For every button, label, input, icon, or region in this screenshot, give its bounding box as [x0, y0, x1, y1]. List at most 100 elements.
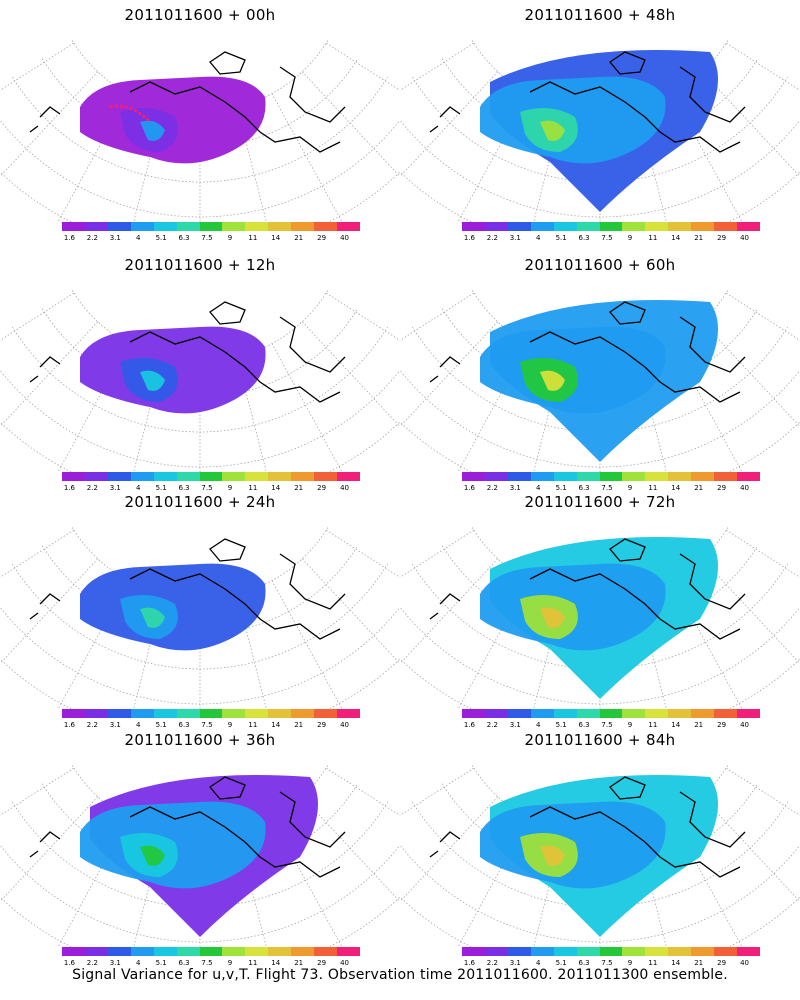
colorbar-swatch — [314, 472, 338, 481]
colorbar-swatch — [714, 472, 738, 481]
colorbar-tick-label: 29 — [717, 234, 727, 242]
colorbar-tick-label: 29 — [317, 721, 327, 729]
colorbar-tick-label: 21 — [694, 484, 704, 492]
colorbar-swatch — [245, 947, 269, 956]
colorbar-swatch — [337, 709, 360, 718]
colorbar-swatch — [62, 947, 85, 956]
colorbar-tick-label: 14 — [271, 234, 281, 242]
colorbar-tick-label: 11 — [248, 959, 258, 967]
colorbar-tick-label: 14 — [671, 959, 681, 967]
variance-field — [480, 300, 718, 462]
colorbar-swatch — [507, 709, 531, 718]
colorbar-swatch — [268, 472, 292, 481]
colorbar-swatch — [199, 472, 223, 481]
colorbar-swatch — [268, 709, 292, 718]
colorbar-tick-label: 21 — [694, 234, 704, 242]
colorbar-swatch — [176, 222, 200, 231]
colorbar-swatch — [530, 472, 554, 481]
colorbar-swatch — [645, 222, 669, 231]
colorbar-swatch — [153, 222, 177, 231]
colorbar — [62, 222, 360, 231]
colorbar-swatch — [245, 472, 269, 481]
colorbar-swatch — [714, 709, 738, 718]
colorbar-swatch — [530, 709, 554, 718]
colorbar-swatch — [130, 222, 154, 231]
colorbar-tick-label: 21 — [294, 959, 304, 967]
colorbar-swatch — [84, 947, 108, 956]
colorbar-swatch — [199, 947, 223, 956]
colorbar-swatch — [576, 709, 600, 718]
colorbar-tick-label: 3.1 — [109, 234, 121, 242]
colorbar-tick-label: 1.6 — [63, 959, 76, 967]
variance-field — [80, 76, 266, 164]
colorbar-swatch — [153, 472, 177, 481]
coastline — [29, 776, 346, 878]
map-panel-72h: 2011011600 + 72h 1.6 2.2 3.1 4 5.1 6.3 7.5 9 11 14… — [400, 487, 800, 737]
colorbar-swatch — [714, 947, 738, 956]
coastline — [29, 51, 346, 153]
colorbar-swatch — [462, 709, 485, 718]
colorbar-swatch — [645, 472, 669, 481]
colorbar-tick-label: 1.6 — [463, 234, 476, 242]
coastline — [29, 301, 346, 403]
colorbar-tick-label: 1.6 — [463, 721, 476, 729]
colorbar-labels: 1.6 2.2 3.1 4 5.1 6.3 7.5 9 11 14 21 29 40 — [454, 721, 766, 731]
panel-title: 2011011600 + 72h — [524, 493, 676, 511]
colorbar-tick-label: 2.2 — [86, 234, 98, 242]
colorbar-swatch — [62, 222, 85, 231]
colorbar — [62, 709, 360, 718]
colorbar-swatch — [130, 709, 154, 718]
colorbar-tick-label: 3.1 — [509, 484, 521, 492]
colorbar-swatch — [268, 222, 292, 231]
colorbar-tick-label: 3.1 — [509, 959, 521, 967]
colorbar-tick-label: 7.5 — [601, 959, 613, 967]
colorbar-swatch — [645, 709, 669, 718]
colorbar-swatch — [462, 472, 485, 481]
map-panel-00h: 2011011600 + 00h 1.6 2.2 3.1 4 5.1 6.3 7.5 9 11 14… — [0, 0, 400, 250]
colorbar-tick-label: 6.3 — [578, 959, 590, 967]
colorbar-labels: 1.6 2.2 3.1 4 5.1 6.3 7.5 9 11 14 21 29 40 — [454, 959, 766, 969]
colorbar-tick-label: 2.2 — [86, 484, 98, 492]
colorbar-tick-label: 3.1 — [509, 721, 521, 729]
colorbar-tick-label: 29 — [317, 484, 327, 492]
colorbar-swatch — [107, 472, 131, 481]
polar-map — [400, 765, 800, 947]
colorbar-swatch — [268, 947, 292, 956]
colorbar-swatch — [484, 947, 508, 956]
colorbar-tick-label: 1.6 — [63, 721, 76, 729]
colorbar-tick-label: 1.6 — [463, 959, 476, 967]
colorbar-tick-label: 2.2 — [86, 721, 98, 729]
colorbar-tick-label: 5.1 — [555, 959, 567, 967]
colorbar-swatch — [530, 947, 554, 956]
variance-field — [480, 50, 718, 212]
colorbar-tick-label: 9 — [227, 959, 233, 967]
panel-title: 2011011600 + 60h — [524, 256, 676, 274]
colorbar-swatch — [553, 472, 577, 481]
colorbar-tick-label: 9 — [627, 234, 633, 242]
colorbar-swatch — [199, 222, 223, 231]
colorbar-tick-label: 9 — [627, 484, 633, 492]
colorbar-swatch — [599, 222, 623, 231]
variance-field — [480, 537, 718, 699]
colorbar-tick-label: 40 — [740, 721, 749, 729]
colorbar-swatch — [291, 947, 315, 956]
colorbar-tick-label: 1.6 — [63, 234, 76, 242]
polar-map — [0, 290, 400, 472]
colorbar-swatch — [714, 222, 738, 231]
colorbar-swatch — [62, 709, 85, 718]
colorbar-swatch — [553, 222, 577, 231]
colorbar-swatch — [737, 709, 760, 718]
colorbar-tick-label: 2.2 — [486, 721, 498, 729]
colorbar-swatch — [691, 947, 715, 956]
colorbar-swatch — [507, 472, 531, 481]
colorbar-swatch — [668, 947, 692, 956]
colorbar — [462, 947, 760, 956]
colorbar-tick-label: 6.3 — [578, 721, 590, 729]
colorbar-tick-label: 9 — [627, 721, 633, 729]
colorbar-tick-label: 6.3 — [578, 234, 590, 242]
colorbar-swatch — [84, 222, 108, 231]
polar-map — [0, 527, 400, 709]
map-panel-12h: 2011011600 + 12h 1.6 2.2 3.1 4 5.1 6.3 7.5 9 11 14… — [0, 250, 400, 500]
colorbar-tick-label: 29 — [717, 721, 727, 729]
colorbar-tick-label: 6.3 — [178, 234, 190, 242]
